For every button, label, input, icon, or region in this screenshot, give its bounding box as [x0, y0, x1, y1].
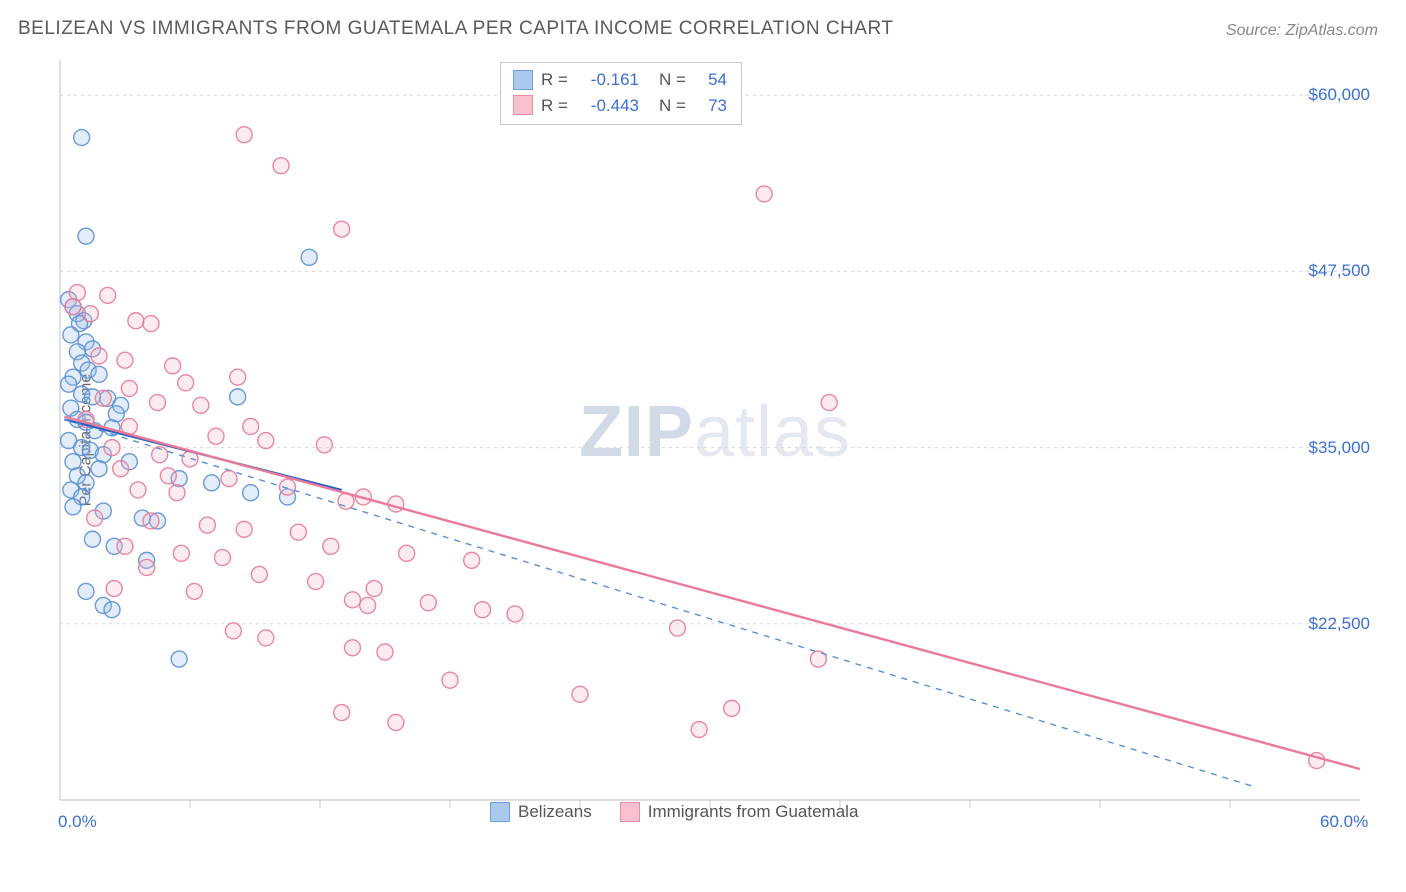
stats-row-pink: R = -0.443 N = 73 — [513, 93, 727, 119]
legend-item-blue: Belizeans — [490, 802, 592, 822]
correlation-stats-box: R = -0.161 N = 54 R = -0.443 N = 73 — [500, 62, 742, 125]
legend-label-blue: Belizeans — [518, 802, 592, 822]
chart-container: BELIZEAN VS IMMIGRANTS FROM GUATEMALA PE… — [0, 0, 1406, 892]
x-tick-label: 0.0% — [58, 812, 97, 832]
plot-area: Per Capita Income ZIPatlas R = -0.161 N … — [50, 60, 1380, 820]
pink-swatch-icon — [620, 802, 640, 822]
y-tick-label: $60,000 — [1309, 85, 1370, 105]
legend-item-pink: Immigrants from Guatemala — [620, 802, 859, 822]
stats-row-blue: R = -0.161 N = 54 — [513, 67, 727, 93]
y-tick-label: $35,000 — [1309, 438, 1370, 458]
y-tick-label: $47,500 — [1309, 261, 1370, 281]
x-tick-label: 60.0% — [1320, 812, 1368, 832]
pink-swatch — [513, 95, 533, 115]
blue-swatch — [513, 70, 533, 90]
source-attribution: Source: ZipAtlas.com — [1226, 22, 1378, 40]
legend: Belizeans Immigrants from Guatemala — [490, 802, 858, 822]
y-tick-label: $22,500 — [1309, 614, 1370, 634]
chart-title: BELIZEAN VS IMMIGRANTS FROM GUATEMALA PE… — [18, 18, 893, 40]
legend-label-pink: Immigrants from Guatemala — [648, 802, 859, 822]
scatter-chart — [50, 60, 1380, 820]
blue-swatch-icon — [490, 802, 510, 822]
